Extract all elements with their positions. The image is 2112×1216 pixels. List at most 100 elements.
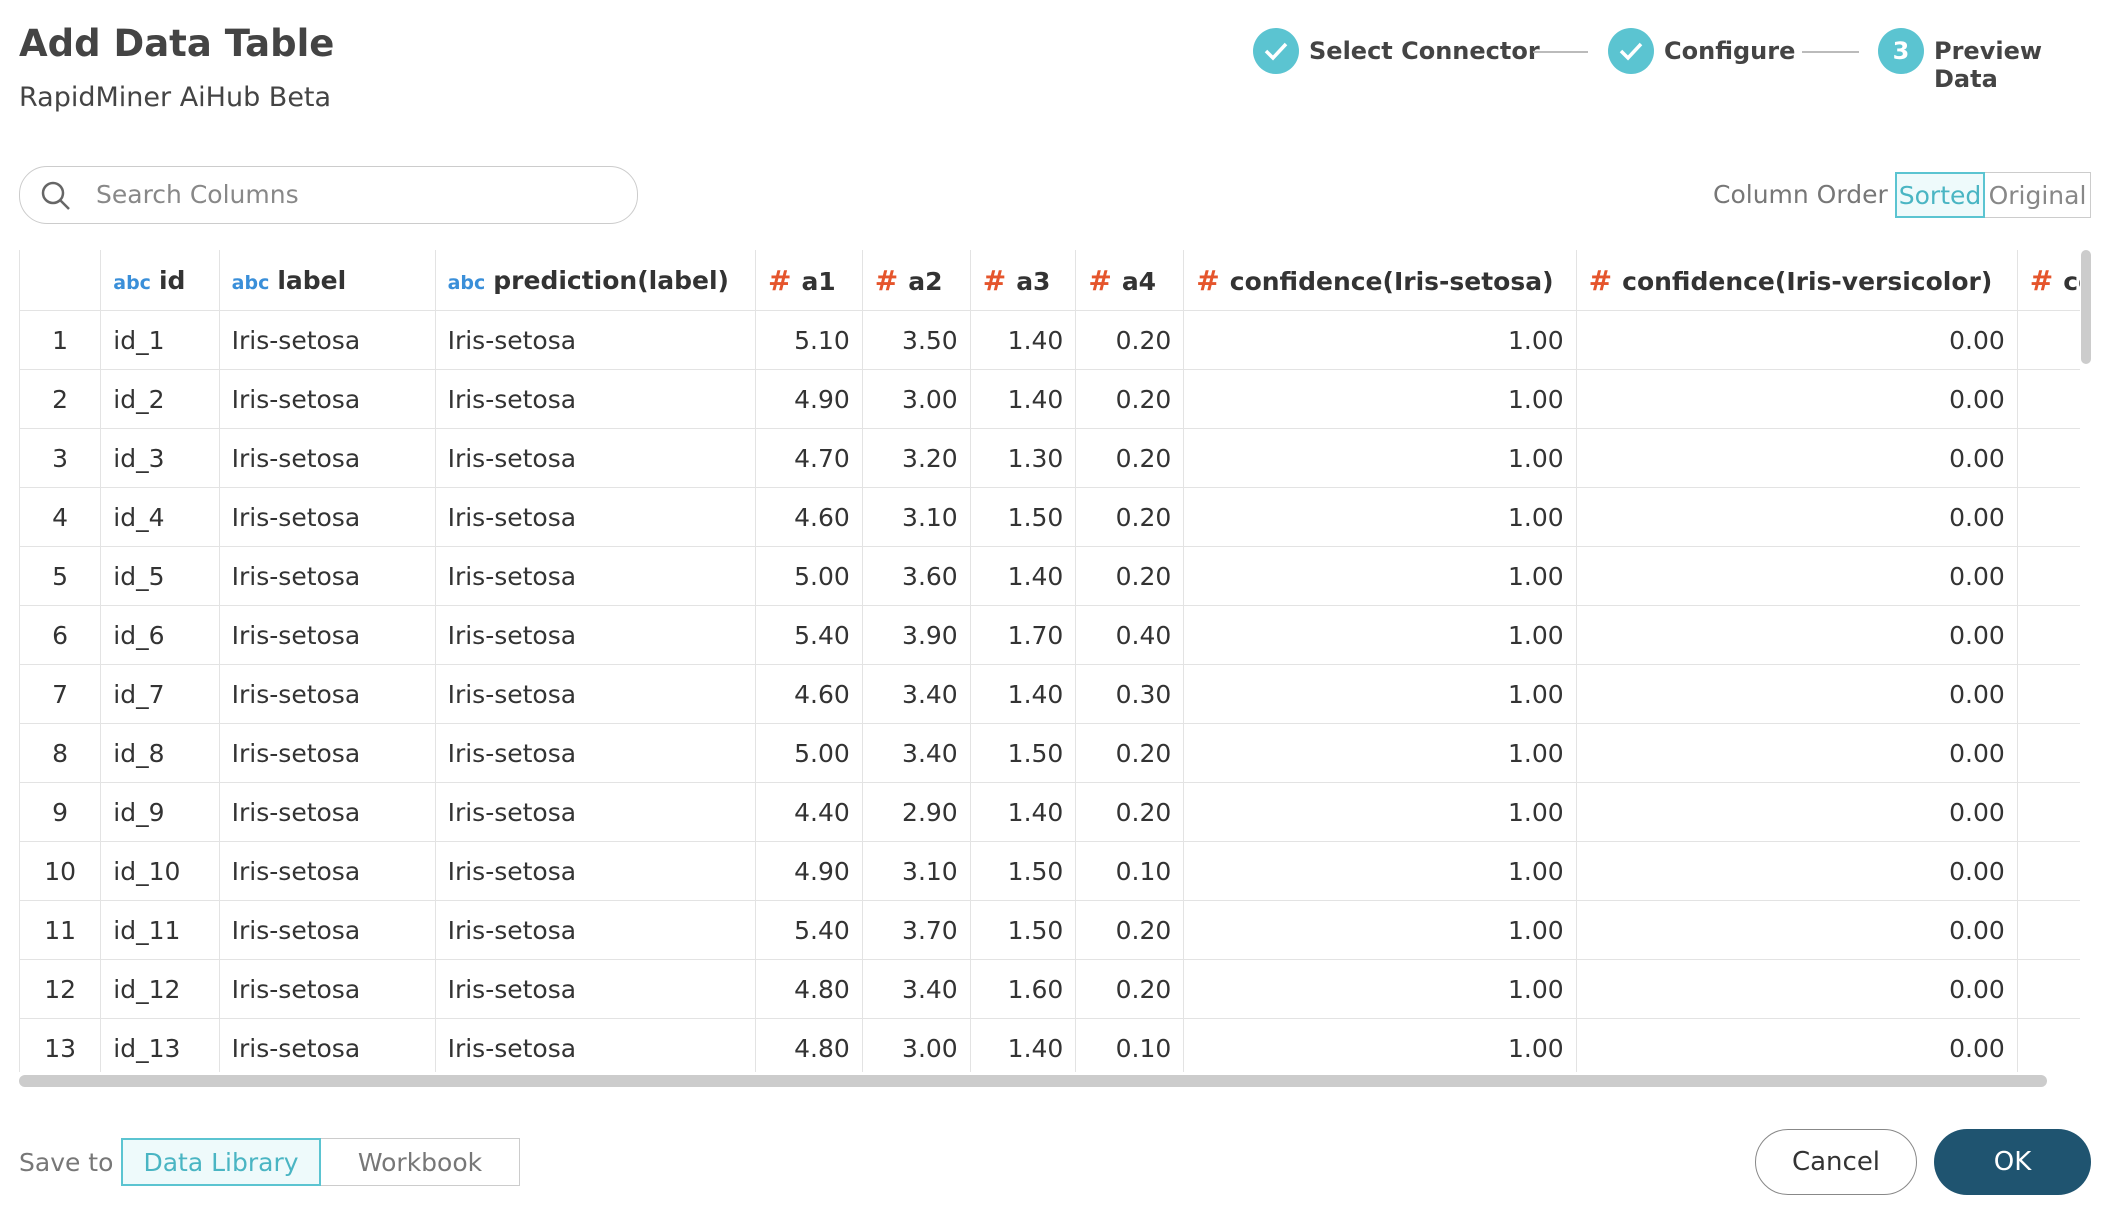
- search-icon: [41, 181, 70, 210]
- table-cell: 4.80: [754, 1018, 863, 1072]
- table-cell: Iris-setosa: [218, 605, 436, 665]
- table-row: 2 id_2 Iris-setosa Iris-setosa 4.90 3.00 1.40 0…: [19, 369, 2080, 429]
- table-cell: 1.40: [969, 782, 1077, 842]
- table-cell: 1.30: [969, 428, 1077, 488]
- table-cell: 0.20: [1075, 487, 1185, 547]
- table-cell: 0.20: [1075, 369, 1185, 429]
- table-cell: Iris-setosa: [434, 723, 756, 783]
- dialog-title: Add Data Table: [19, 22, 335, 65]
- table-row: 10 id_10 Iris-setosa Iris-setosa 4.90 3.10 1.5…: [19, 841, 2080, 901]
- row-number: 11: [19, 900, 102, 960]
- table-cell: 3.10: [861, 487, 971, 547]
- table-cell: id_5: [100, 546, 220, 606]
- row-number: 3: [19, 428, 102, 488]
- step-number: 3: [1878, 28, 1924, 74]
- table-cell: 0.40: [1075, 605, 1185, 665]
- table-cell: 1.50: [969, 723, 1077, 783]
- search-placeholder: Search Columns: [96, 180, 299, 209]
- ok-button[interactable]: OK: [1934, 1129, 2091, 1195]
- data-library-toggle[interactable]: Data Library: [121, 1138, 321, 1186]
- table-cell: 1.00: [1183, 310, 1577, 370]
- table-cell: 5.00: [754, 546, 863, 606]
- step-connector: [1533, 51, 1588, 53]
- column-header: abc id: [100, 250, 220, 311]
- table-cell: 1.00: [1183, 664, 1577, 724]
- table-row: 9 id_9 Iris-setosa Iris-setosa 4.40 2.90 1.40 0…: [19, 782, 2080, 842]
- table-cell: 1.00: [1183, 723, 1577, 783]
- table-cell: id_2: [100, 369, 220, 429]
- table-cell: id_11: [100, 900, 220, 960]
- search-box[interactable]: Search Columns: [19, 166, 638, 224]
- column-header: # a1: [754, 250, 863, 311]
- column-type-icon: #: [1196, 263, 1220, 297]
- table-cell: 0.00: [2016, 723, 2080, 783]
- table-cell: Iris-setosa: [218, 782, 436, 842]
- table-cell: 4.40: [754, 782, 863, 842]
- table-cell: 0.00: [2016, 487, 2080, 547]
- column-order-label: Column Order: [1713, 180, 1888, 209]
- table-cell: Iris-setosa: [434, 841, 756, 901]
- cancel-button[interactable]: Cancel: [1755, 1129, 1917, 1195]
- row-number-header: [19, 250, 102, 311]
- table-cell: 0.00: [2016, 664, 2080, 724]
- sorted-toggle[interactable]: Sorted: [1895, 172, 1985, 218]
- column-name: prediction(label): [493, 265, 729, 295]
- table-cell: 3.60: [861, 546, 971, 606]
- table-cell: Iris-setosa: [218, 487, 436, 547]
- original-toggle[interactable]: Original: [1985, 172, 2091, 218]
- table-cell: 0.00: [1575, 310, 2018, 370]
- table-cell: Iris-setosa: [218, 841, 436, 901]
- table-cell: 1.50: [969, 900, 1077, 960]
- table-cell: 0.00: [2016, 369, 2080, 429]
- table-cell: id_12: [100, 959, 220, 1019]
- table-cell: Iris-setosa: [218, 959, 436, 1019]
- horizontal-scrollbar[interactable]: [19, 1075, 2047, 1087]
- table-cell: 1.00: [1183, 900, 1577, 960]
- table-cell: 4.80: [754, 959, 863, 1019]
- table-cell: id_8: [100, 723, 220, 783]
- vertical-scrollbar[interactable]: [2081, 250, 2091, 364]
- column-name: label: [277, 265, 347, 295]
- table-cell: 1.00: [1183, 487, 1577, 547]
- table-cell: id_6: [100, 605, 220, 665]
- table-cell: id_9: [100, 782, 220, 842]
- column-type-icon: #: [1088, 263, 1112, 297]
- table-cell: Iris-setosa: [218, 1018, 436, 1072]
- table-cell: 3.40: [861, 664, 971, 724]
- table-cell: id_3: [100, 428, 220, 488]
- table-cell: 0.00: [1575, 900, 2018, 960]
- table-cell: Iris-setosa: [434, 959, 756, 1019]
- table-cell: 5.40: [754, 605, 863, 665]
- column-type-icon: #: [982, 263, 1007, 297]
- table-cell: 0.00: [1575, 546, 2018, 606]
- table-cell: 1.40: [969, 664, 1077, 724]
- table-cell: Iris-setosa: [434, 1018, 756, 1072]
- column-type-icon: abc: [231, 271, 270, 294]
- table-cell: 4.90: [754, 841, 863, 901]
- column-name: confidence(Iris-versicolor): [1622, 266, 1993, 296]
- table-cell: Iris-setosa: [434, 546, 756, 606]
- table-cell: 0.00: [1575, 841, 2018, 901]
- table-cell: 0.00: [1575, 782, 2018, 842]
- table-cell: id_7: [100, 664, 220, 724]
- table-cell: 0.00: [1575, 369, 2018, 429]
- table-cell: 3.70: [861, 900, 971, 960]
- table-cell: 1.50: [969, 487, 1077, 547]
- table-cell: 0.00: [1575, 605, 2018, 665]
- table-cell: 0.00: [1575, 1018, 2018, 1072]
- table-cell: 4.90: [754, 369, 863, 429]
- table-cell: Iris-setosa: [218, 723, 436, 783]
- column-header: # a2: [861, 250, 971, 311]
- column-type-icon: #: [2029, 263, 2054, 297]
- table-cell: 0.00: [2016, 900, 2080, 960]
- table-cell: 4.60: [754, 487, 863, 547]
- table-cell: Iris-setosa: [434, 310, 756, 370]
- dialog-subtitle: RapidMiner AiHub Beta: [19, 82, 332, 113]
- table-cell: 0.00: [2016, 1018, 2080, 1072]
- column-name: a2: [908, 266, 943, 296]
- row-number: 2: [19, 369, 102, 429]
- workbook-toggle[interactable]: Workbook: [321, 1138, 520, 1186]
- table-cell: 2.90: [861, 782, 971, 842]
- table-cell: id_10: [100, 841, 220, 901]
- table-cell: 3.90: [861, 605, 971, 665]
